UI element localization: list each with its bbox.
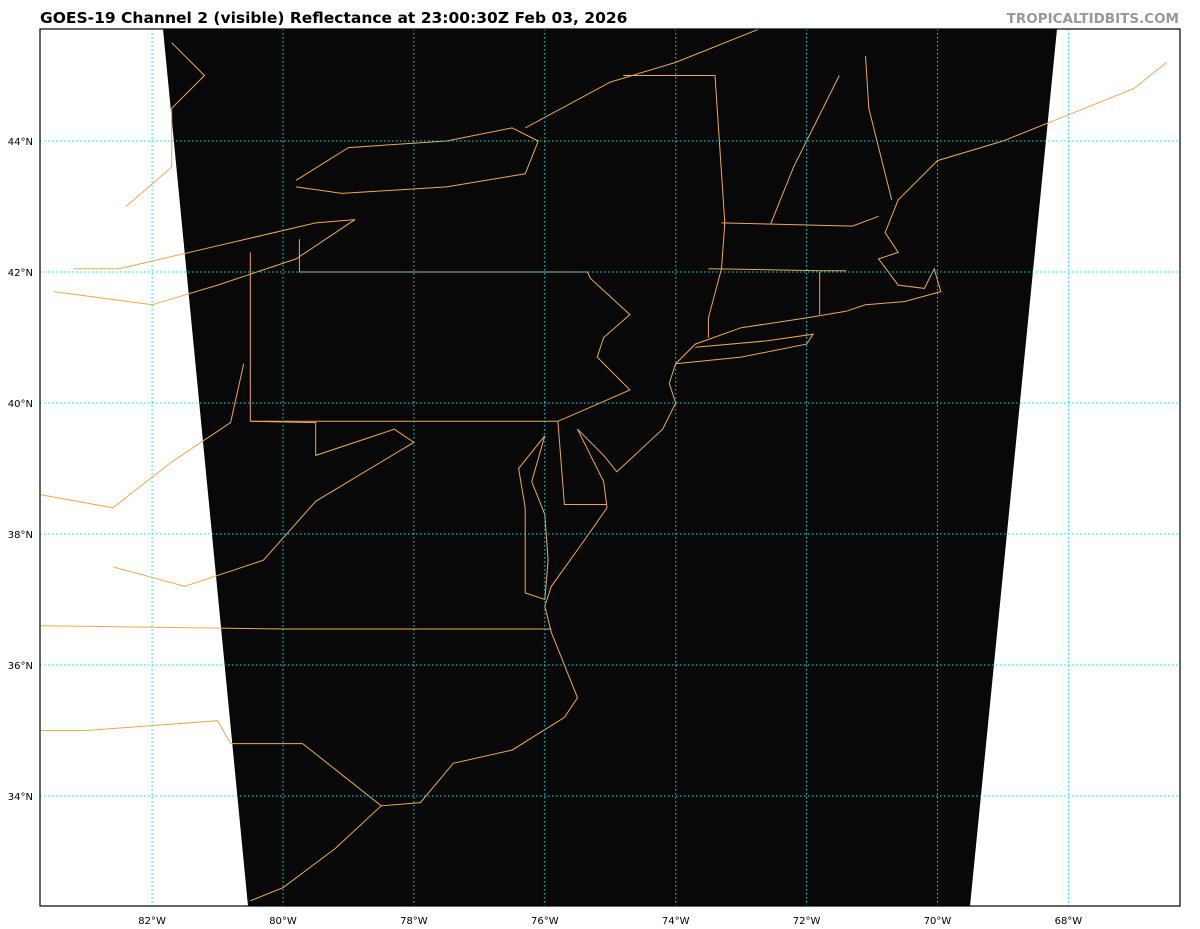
longitude-label: 76°W — [531, 916, 559, 927]
latitude-label: 40°N — [8, 399, 33, 410]
lake-huron-shore — [125, 42, 206, 207]
longitude-label: 70°W — [924, 916, 952, 927]
lake-ontario — [295, 127, 539, 194]
new-york-border — [623, 75, 726, 338]
st-lawrence — [524, 29, 761, 129]
latitude-label: 34°N — [8, 792, 33, 803]
pennsylvania-border — [249, 239, 631, 422]
map-frame — [39, 28, 1181, 907]
longitude-label: 80°W — [269, 916, 297, 927]
longitude-label: 74°W — [662, 916, 690, 927]
map-title: GOES-19 Channel 2 (visible) Reflectance … — [40, 9, 628, 27]
longitude-label: 82°W — [138, 916, 166, 927]
long-island — [675, 333, 815, 365]
latitude-label: 44°N — [8, 137, 33, 148]
latitude-label: 36°N — [8, 661, 33, 672]
nh-me — [865, 55, 893, 201]
latitude-label: 38°N — [8, 530, 33, 541]
longitude-label: 68°W — [1055, 916, 1083, 927]
watermark: TROPICALTIDBITS.COM — [1006, 11, 1179, 27]
latitude-label: 42°N — [8, 268, 33, 279]
coastlines-and-borders — [40, 29, 1167, 902]
vt-nh — [770, 75, 840, 225]
chesapeake-bay — [518, 435, 549, 601]
atlantic-coastline — [250, 62, 1167, 902]
longitude-label: 78°W — [400, 916, 428, 927]
delmarva-border — [557, 421, 607, 505]
ct-ri — [708, 268, 846, 272]
nc-sc-border — [40, 720, 382, 807]
ma-border — [721, 215, 879, 227]
satellite-swath — [163, 29, 1057, 906]
ohio-river — [40, 363, 245, 509]
longitude-label: 72°W — [793, 916, 821, 927]
